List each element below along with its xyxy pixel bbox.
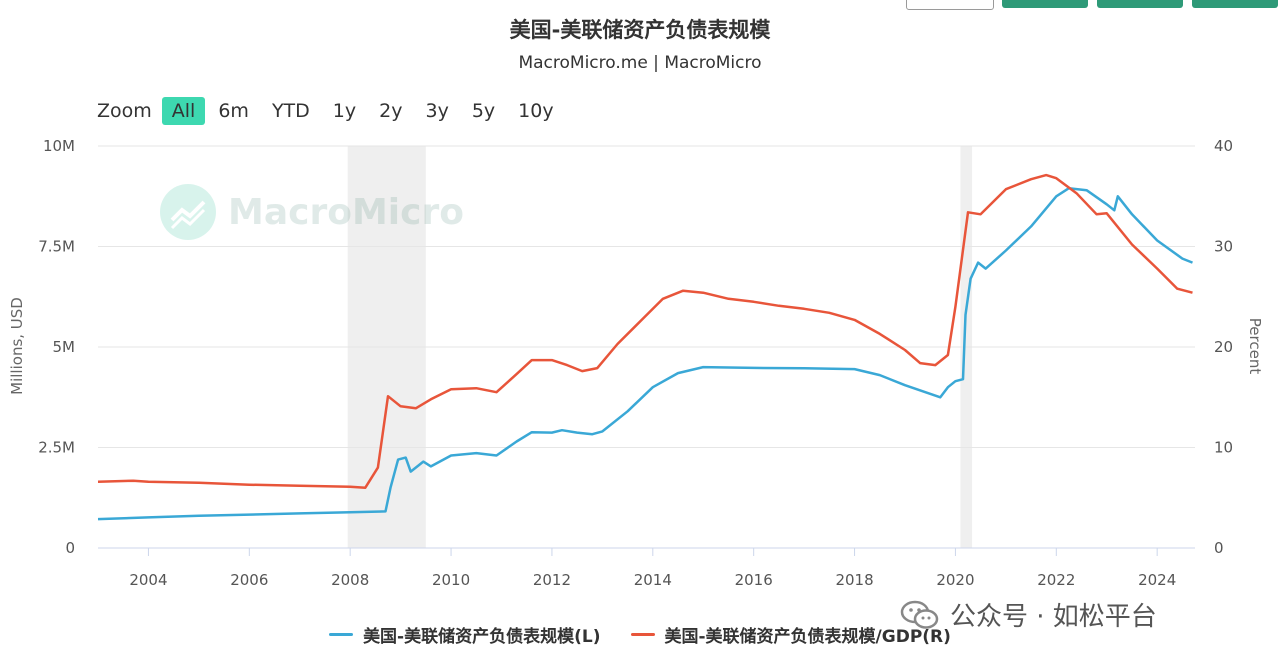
y-right-axis-label: Percent: [1246, 318, 1264, 375]
zoom-1y-button[interactable]: 1y: [332, 100, 357, 122]
series-line-balance-sheet: [97, 186, 1193, 521]
legend-item-right-series[interactable]: 美国-美联储资产负债表规模/GDP(R): [630, 622, 951, 647]
watermark: MacroMicro: [160, 184, 464, 240]
legend: 美国-美联储资产负债表规模(L) 美国-美联储资产负债表规模/GDP(R): [0, 622, 1280, 647]
top-outline-button[interactable]: [906, 0, 994, 10]
x-tick-label: 2014: [634, 571, 672, 589]
wechat-icon: [900, 600, 939, 629]
y-right-tick-label: 20: [1214, 338, 1233, 356]
zoom-ytd-button[interactable]: YTD: [271, 100, 310, 122]
zoom-all-button[interactable]: All: [161, 97, 206, 125]
x-tick-label: 2012: [533, 571, 571, 589]
y-left-axis-label: Millions, USD: [8, 297, 26, 395]
zoom-6m-button[interactable]: 6m: [218, 100, 249, 122]
x-tick-label: 2024: [1138, 571, 1176, 589]
y-right-tick-label: 0: [1214, 539, 1224, 557]
series-layer: [97, 173, 1193, 521]
zoom-bar: Zoom All 6m YTD 1y 2y 3y 5y 10y: [97, 96, 567, 126]
x-tick-label: 2020: [936, 571, 974, 589]
zoom-10y-button[interactable]: 10y: [518, 100, 554, 122]
legend-swatch-left: [329, 633, 354, 636]
x-tick-label: 2022: [1037, 571, 1075, 589]
legend-label-left: 美国-美联储资产负债表规模(L): [363, 627, 601, 647]
chart-subtitle: MacroMicro.me | MacroMicro: [518, 53, 762, 73]
x-tick-label: 2010: [432, 571, 470, 589]
y-left-tick-label: 5M: [53, 338, 76, 356]
x-tick-label: 2008: [331, 571, 369, 589]
legend-item-left-series[interactable]: 美国-美联储资产负债表规模(L): [329, 622, 601, 647]
x-tick-label: 2016: [735, 571, 773, 589]
zoom-label: Zoom: [97, 100, 152, 122]
tick-labels: 0 2.5M 5M 7.5M 10M 0 10 20 30 40 2004 2006 2008 2010 2…: [38, 137, 1233, 589]
x-tick-label: 2018: [835, 571, 873, 589]
x-tick-label: 2004: [129, 571, 167, 589]
source-credit: 公众号 · 如松平台: [900, 596, 1157, 633]
y-left-tick-label: 10M: [43, 137, 75, 155]
y-left-tick-label: 7.5M: [38, 238, 75, 256]
top-action-button-1[interactable]: [1002, 0, 1088, 8]
chart-title: 美国-美联储资产负债表规模: [509, 18, 771, 42]
credit-text: 公众号 · 如松平台: [950, 602, 1157, 632]
y-right-tick-label: 40: [1214, 137, 1233, 155]
x-tick-label: 2006: [230, 571, 268, 589]
legend-swatch-right: [630, 633, 655, 636]
grid-lines: [98, 145, 1195, 549]
y-left-tick-label: 2.5M: [38, 439, 75, 457]
top-action-button-2[interactable]: [1097, 0, 1183, 8]
series-line-balance-sheet-gdp: [97, 173, 1193, 489]
y-right-tick-label: 30: [1214, 238, 1233, 256]
macromicro-logo-icon: [160, 184, 216, 240]
zoom-2y-button[interactable]: 2y: [379, 100, 403, 122]
zoom-5y-button[interactable]: 5y: [471, 100, 496, 122]
zoom-3y-button[interactable]: 3y: [425, 100, 449, 122]
y-right-tick-label: 10: [1214, 439, 1233, 457]
watermark-text: MacroMicro: [228, 191, 464, 233]
y-left-tick-label: 0: [65, 539, 75, 557]
top-action-button-3[interactable]: [1192, 0, 1278, 8]
legend-label-right: 美国-美联储资产负债表规模/GDP(R): [664, 627, 951, 647]
